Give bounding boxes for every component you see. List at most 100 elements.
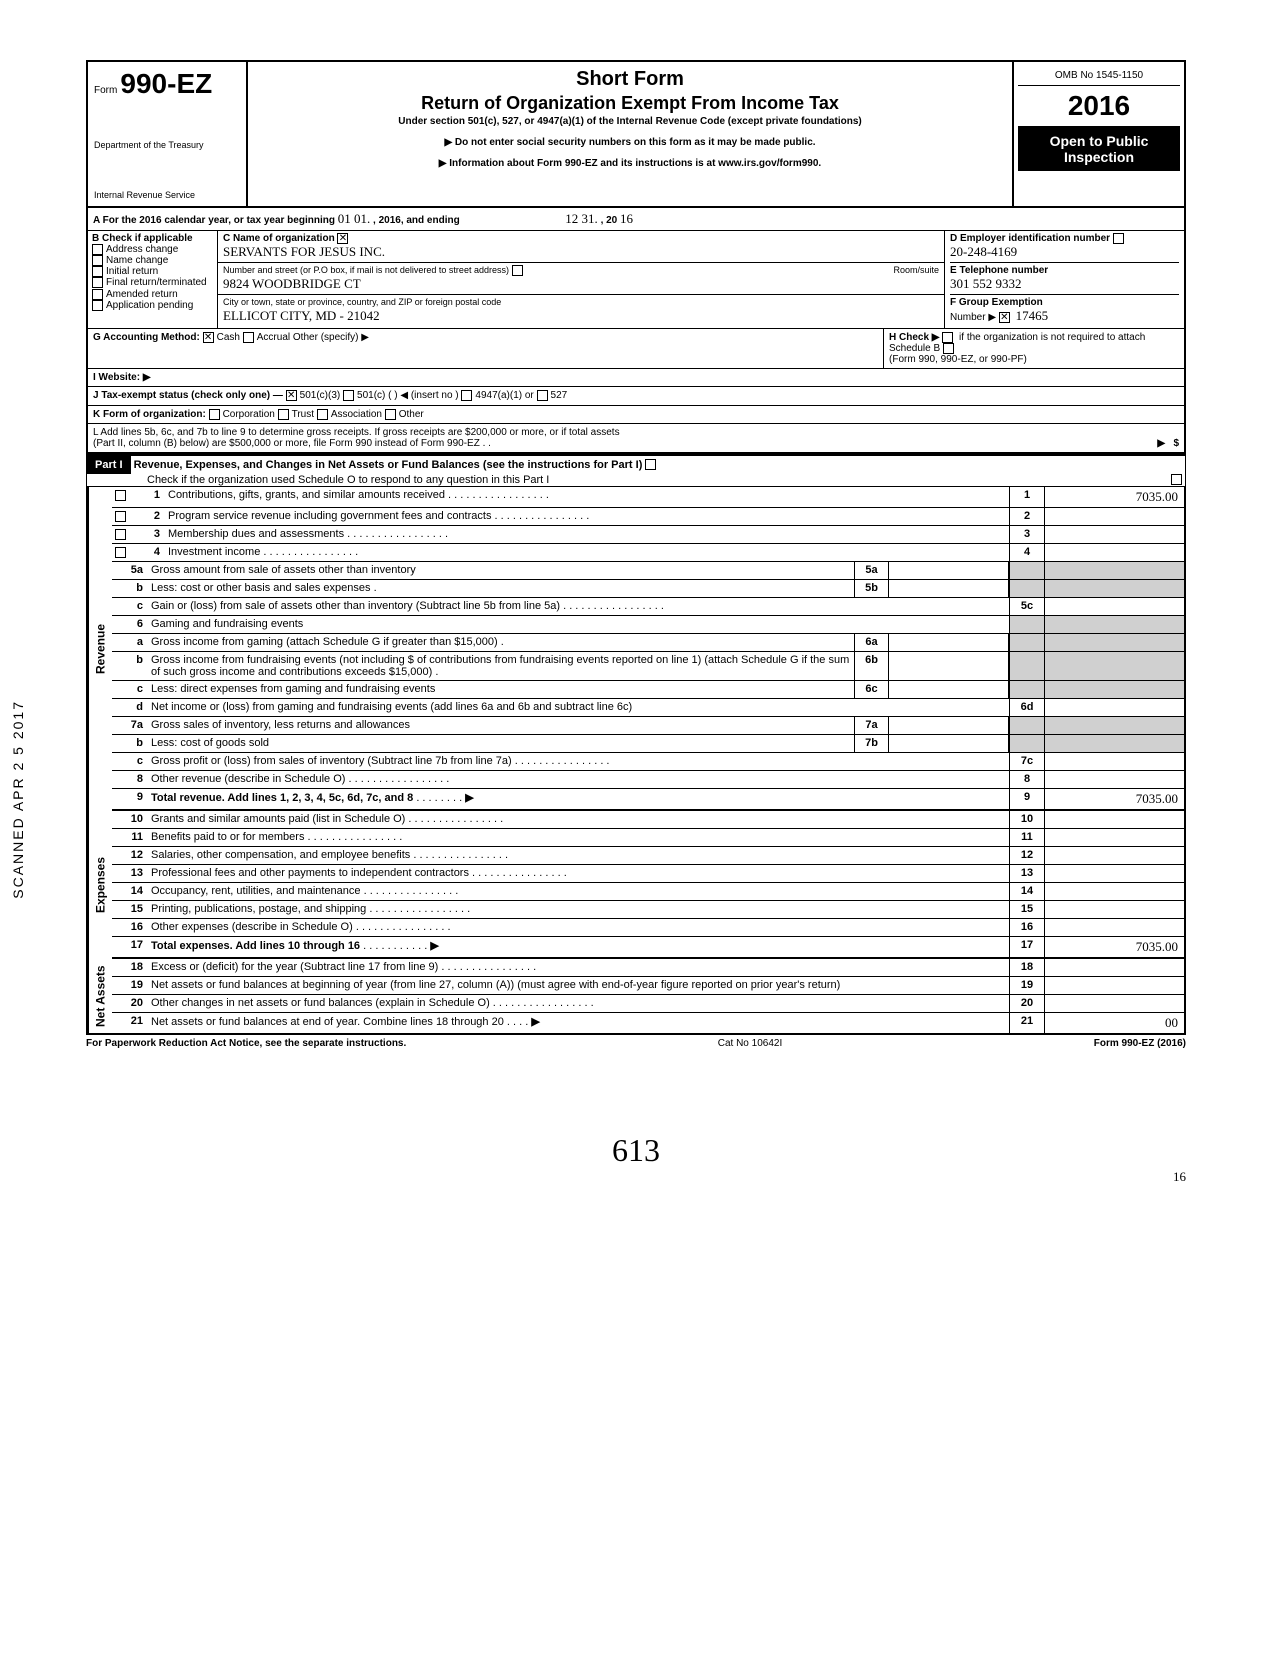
l6c-midno: 6c bbox=[854, 681, 889, 698]
k-assoc[interactable] bbox=[317, 409, 328, 420]
l5b-no: b bbox=[112, 580, 147, 597]
l5b-desc: Less: cost or other basis and sales expe… bbox=[147, 580, 854, 597]
l6-shade2 bbox=[1044, 616, 1184, 633]
l6a-desc: Gross income from gaming (attach Schedul… bbox=[147, 634, 854, 651]
l5a-desc: Gross amount from sale of assets other t… bbox=[147, 562, 854, 579]
l4-val bbox=[1044, 544, 1184, 561]
part1-schedo-check[interactable] bbox=[1171, 474, 1182, 485]
part1-label: Part I bbox=[87, 456, 131, 474]
k-trust[interactable] bbox=[278, 409, 289, 420]
room-label: Room/suite bbox=[893, 265, 939, 275]
l20-val bbox=[1044, 995, 1184, 1012]
street-check[interactable] bbox=[512, 265, 523, 276]
check-address[interactable] bbox=[92, 244, 103, 255]
form-prefix: Form bbox=[94, 85, 117, 96]
group-check[interactable] bbox=[999, 312, 1010, 323]
group-label: F Group Exemption bbox=[950, 297, 1043, 308]
section-i: I Website: ▶ bbox=[86, 369, 1186, 387]
l12-no: 12 bbox=[112, 847, 147, 864]
k-corp-label: Corporation bbox=[223, 409, 275, 420]
j-opt1: 501(c)(3) bbox=[300, 391, 341, 402]
form-990ez: Form 990-EZ Department of the Treasury I… bbox=[86, 60, 1186, 1185]
l11-val bbox=[1044, 829, 1184, 846]
part1-check-top[interactable] bbox=[645, 459, 656, 470]
l17-desc: Total expenses. Add lines 10 through 16 bbox=[151, 940, 360, 952]
j-501c3[interactable] bbox=[286, 390, 297, 401]
expenses-label: Expenses bbox=[88, 811, 112, 959]
cash-check[interactable] bbox=[203, 332, 214, 343]
open-public-1: Open to Public bbox=[1020, 133, 1178, 149]
l3-endno: 3 bbox=[1009, 526, 1044, 543]
j-527[interactable] bbox=[537, 390, 548, 401]
section-gh: G Accounting Method: Cash Accrual Other … bbox=[86, 329, 1186, 369]
l2-no: 2 bbox=[129, 508, 164, 525]
l7a-shade2 bbox=[1044, 717, 1184, 734]
k-other[interactable] bbox=[385, 409, 396, 420]
scanned-stamp: SCANNED APR 2 5 2017 bbox=[10, 700, 26, 899]
check-name[interactable] bbox=[92, 255, 103, 266]
l7c-endno: 7c bbox=[1009, 753, 1044, 770]
l14-no: 14 bbox=[112, 883, 147, 900]
l8-val bbox=[1044, 771, 1184, 788]
check-amended[interactable] bbox=[92, 289, 103, 300]
section-a: A For the 2016 calendar year, or tax yea… bbox=[86, 208, 1186, 231]
l16-desc: Other expenses (describe in Schedule O) bbox=[147, 919, 1009, 936]
dept-treasury: Department of the Treasury bbox=[94, 140, 240, 150]
k-corp[interactable] bbox=[209, 409, 220, 420]
l12-desc: Salaries, other compensation, and employ… bbox=[147, 847, 1009, 864]
j-opt3: 4947(a)(1) or bbox=[475, 391, 533, 402]
l6c-no: c bbox=[112, 681, 147, 698]
ein-check[interactable] bbox=[1113, 233, 1124, 244]
l6-desc: Gaming and fundraising events bbox=[147, 616, 1009, 633]
l5a-midval bbox=[889, 562, 1009, 579]
l3-check[interactable] bbox=[115, 529, 126, 540]
b-label: B Check if applicable bbox=[92, 233, 193, 244]
l17-endno: 17 bbox=[1009, 937, 1044, 957]
identity-block: B Check if applicable Address change Nam… bbox=[86, 231, 1186, 329]
l18-no: 18 bbox=[112, 959, 147, 976]
signature-mark: 613 bbox=[86, 1132, 1186, 1169]
h-check2[interactable] bbox=[943, 343, 954, 354]
check-final[interactable] bbox=[92, 277, 103, 288]
j-insert: ) ◀ (insert no ) bbox=[394, 391, 458, 402]
l7c-no: c bbox=[112, 753, 147, 770]
b-item-2: Initial return bbox=[106, 266, 158, 277]
l7b-shade bbox=[1009, 735, 1044, 752]
end-year: 16 bbox=[620, 211, 633, 226]
return-title: Return of Organization Exempt From Incom… bbox=[258, 93, 1002, 114]
ssn-warning: ▶ Do not enter social security numbers o… bbox=[258, 137, 1002, 148]
l2-check[interactable] bbox=[115, 511, 126, 522]
h-check[interactable] bbox=[942, 332, 953, 343]
section-c: C Name of organization SERVANTS FOR JESU… bbox=[218, 231, 944, 328]
accrual-label: Accrual bbox=[257, 332, 290, 343]
l7a-shade bbox=[1009, 717, 1044, 734]
l3-no: 3 bbox=[129, 526, 164, 543]
j-501c[interactable] bbox=[343, 390, 354, 401]
j-4947[interactable] bbox=[461, 390, 472, 401]
b-item-0: Address change bbox=[106, 244, 178, 255]
calendar-year-text: A For the 2016 calendar year, or tax yea… bbox=[93, 215, 335, 226]
l8-desc: Other revenue (describe in Schedule O) . bbox=[147, 771, 1009, 788]
l6a-midno: 6a bbox=[854, 634, 889, 651]
l18-endno: 18 bbox=[1009, 959, 1044, 976]
cash-label: Cash bbox=[217, 332, 240, 343]
l5b-midval bbox=[889, 580, 1009, 597]
l1-check[interactable] bbox=[115, 490, 126, 501]
l11-desc: Benefits paid to or for members bbox=[147, 829, 1009, 846]
l6c-midval bbox=[889, 681, 1009, 698]
l3-val bbox=[1044, 526, 1184, 543]
l4-check[interactable] bbox=[115, 547, 126, 558]
cat-no: Cat No 10642I bbox=[718, 1038, 783, 1049]
check-pending[interactable] bbox=[92, 300, 103, 311]
l10-desc: Grants and similar amounts paid (list in… bbox=[147, 811, 1009, 828]
check-initial[interactable] bbox=[92, 266, 103, 277]
phone-label: E Telephone number bbox=[950, 265, 1048, 276]
l8-no: 8 bbox=[112, 771, 147, 788]
accrual-check[interactable] bbox=[243, 332, 254, 343]
info-url: ▶ Information about Form 990-EZ and its … bbox=[258, 158, 1002, 169]
l6a-shade bbox=[1009, 634, 1044, 651]
city-label: City or town, state or province, country… bbox=[223, 297, 501, 307]
name-check[interactable] bbox=[337, 233, 348, 244]
l6d-endno: 6d bbox=[1009, 699, 1044, 716]
l6b-desc: Gross income from fundraising events (no… bbox=[147, 652, 854, 680]
